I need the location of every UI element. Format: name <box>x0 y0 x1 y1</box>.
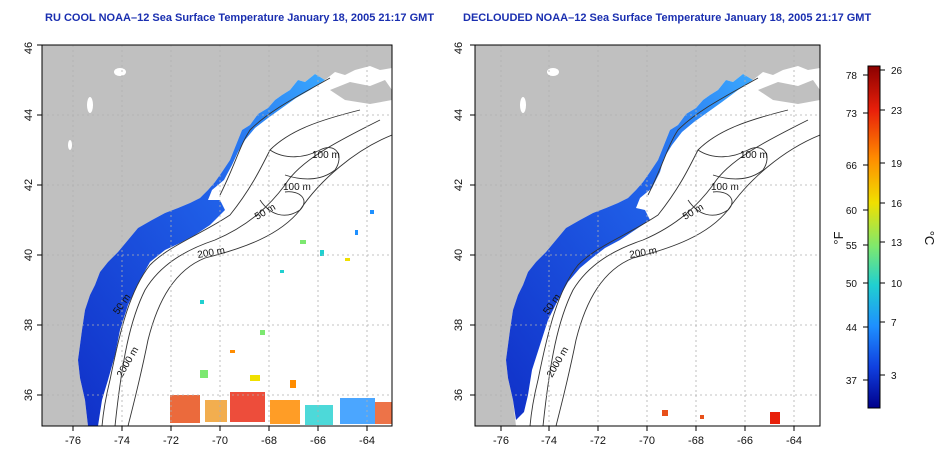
lake <box>114 68 126 76</box>
colorbar-f-label: 55 <box>846 241 858 252</box>
colorbar-f-label: 78 <box>846 71 858 82</box>
y-tick-label: 36 <box>453 389 465 401</box>
y-tick-label: 38 <box>453 319 465 331</box>
y-tick-label: 38 <box>23 319 35 331</box>
celsius-labels: 26 23 19 16 13 10 7 3 <box>891 66 903 382</box>
y-tick-label: 42 <box>23 179 35 191</box>
panel-title-left: RU COOL NOAA–12 Sea Surface Temperature … <box>45 12 435 24</box>
lake <box>520 97 526 113</box>
panel-title-right: DECLOUDED NOAA–12 Sea Surface Temperatur… <box>463 12 872 24</box>
y-tick-label: 36 <box>23 389 35 401</box>
y-tick-label: 42 <box>453 179 465 191</box>
colorbar-f-label: 37 <box>846 376 858 387</box>
lake <box>68 140 72 150</box>
colorbar-c-label: 26 <box>891 66 903 77</box>
warm-water-patches <box>170 370 392 425</box>
y-tick-label: 46 <box>23 42 35 54</box>
x-tick-label: -68 <box>261 435 277 447</box>
x-tick-labels: -76 -74 -72 -70 -68 -66 -64 <box>65 435 375 447</box>
land-mass <box>475 45 820 426</box>
shelf-water <box>506 74 753 420</box>
colorbar-gradient <box>867 65 881 409</box>
graticule <box>475 45 820 426</box>
fahrenheit-unit-label: °F <box>831 231 846 244</box>
x-tick-label: -68 <box>688 435 704 447</box>
x-tick-label: -72 <box>590 435 606 447</box>
fahrenheit-labels: 78 73 66 60 55 50 44 37 <box>846 71 858 387</box>
y-tick-label: 40 <box>453 249 465 261</box>
contour-label: 200 m <box>197 245 226 261</box>
x-tick-label: -74 <box>114 435 130 447</box>
map-panel-left: 100 m 100 m 50 m 200 m 50 m 2000 m <box>23 42 393 447</box>
bathymetry-contours <box>101 77 392 426</box>
scattered-sst-pixels <box>200 210 374 353</box>
contour-label: 200 m <box>629 245 658 261</box>
lake <box>547 68 559 76</box>
x-tick-label: -72 <box>163 435 179 447</box>
x-tick-label: -66 <box>310 435 326 447</box>
y-tick-labels: 36 38 40 42 44 46 <box>453 42 465 401</box>
contour-label: 100 m <box>312 150 340 161</box>
colorbar-c-label: 19 <box>891 159 903 170</box>
colorbar-f-label: 66 <box>846 161 858 172</box>
colorbar-c-label: 13 <box>891 238 903 249</box>
x-tick-label: -64 <box>786 435 802 447</box>
x-tick-labels: -76 -74 -72 -70 -68 -66 -64 <box>493 435 802 447</box>
colorbar-c-label: 16 <box>891 199 903 210</box>
colorbar-f-label: 73 <box>846 109 858 120</box>
temperature-colorbar: 78 73 66 60 55 50 44 37 26 23 19 16 13 1… <box>831 65 937 409</box>
y-tick-label: 44 <box>453 109 465 121</box>
warm-water-patches <box>662 410 780 424</box>
x-tick-label: -76 <box>493 435 509 447</box>
colorbar-c-label: 23 <box>891 106 903 117</box>
map-panel-right: 100 m 100 m 50 m 200 m 50 m 2000 m <box>453 42 821 447</box>
colorbar-c-label: 7 <box>891 318 897 329</box>
x-tick-label: -76 <box>65 435 81 447</box>
contour-label: 100 m <box>283 182 311 193</box>
x-tick-label: -70 <box>212 435 228 447</box>
colorbar-f-label: 50 <box>846 279 858 290</box>
bathymetry-contours <box>529 77 820 426</box>
shelf-water <box>78 74 325 426</box>
contour-label: 100 m <box>740 150 768 161</box>
y-tick-label: 40 <box>23 249 35 261</box>
nova-scotia <box>758 80 820 104</box>
axis-ticks <box>470 44 795 431</box>
colorbar-ticks <box>863 69 885 381</box>
x-tick-label: -66 <box>737 435 753 447</box>
x-tick-label: -74 <box>541 435 557 447</box>
contour-label: 100 m <box>711 182 739 193</box>
map-frame <box>41 44 393 427</box>
celsius-unit-label: °C <box>922 231 937 246</box>
colorbar-c-label: 10 <box>891 279 903 290</box>
x-tick-label: -64 <box>359 435 375 447</box>
lake <box>87 97 93 113</box>
colorbar-f-label: 60 <box>846 206 858 217</box>
graticule <box>42 45 392 426</box>
axis-ticks <box>37 44 368 431</box>
x-tick-label: -70 <box>639 435 655 447</box>
colorbar-f-label: 44 <box>846 323 858 334</box>
y-tick-label: 46 <box>453 42 465 54</box>
y-tick-label: 44 <box>23 109 35 121</box>
nova-scotia <box>330 80 392 104</box>
y-tick-labels: 36 38 40 42 44 46 <box>23 42 35 401</box>
colorbar-c-label: 3 <box>891 371 897 382</box>
land-mass <box>42 45 392 426</box>
